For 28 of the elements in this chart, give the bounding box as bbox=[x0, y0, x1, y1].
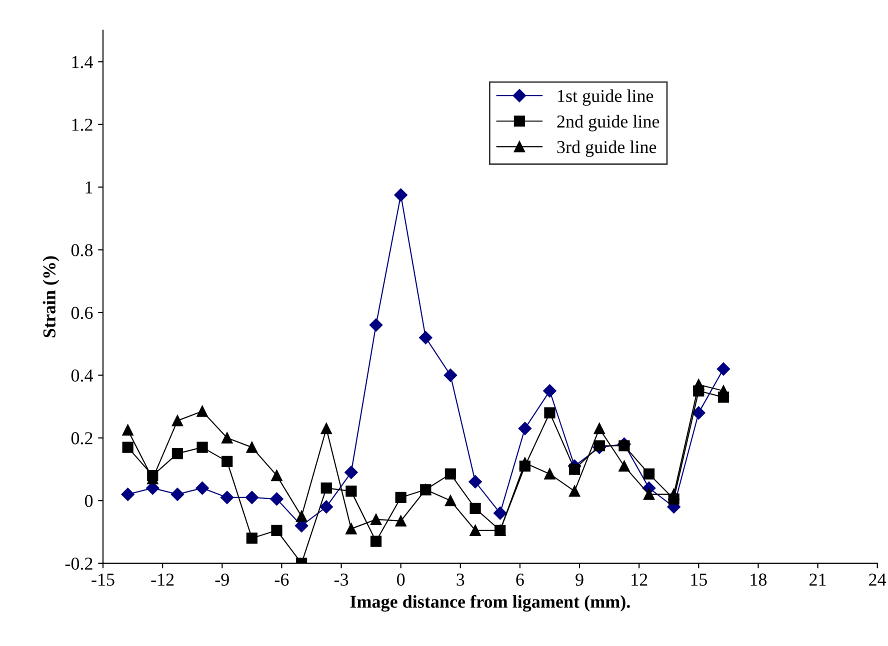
y-tick-label: 0 bbox=[84, 494, 93, 508]
y-axis-title: Strain (%) bbox=[42, 256, 60, 338]
x-tick-label: -6 bbox=[274, 574, 289, 586]
legend-label: 1st guide line bbox=[558, 89, 654, 106]
x-tick-label: 6 bbox=[516, 574, 524, 586]
y-tick-label: -0.2 bbox=[65, 558, 92, 570]
x-axis-title: Image distance from ligament (mm). bbox=[350, 594, 630, 612]
x-tick-label: 18 bbox=[750, 574, 767, 586]
y-tick-label: 0.2 bbox=[71, 432, 92, 444]
legend-label: 2nd guide line bbox=[557, 114, 660, 132]
x-tick-label: -12 bbox=[151, 574, 174, 586]
x-tick-label: 0 bbox=[397, 574, 405, 586]
x-tick-label: 15 bbox=[691, 574, 707, 586]
x-tick-label: -3 bbox=[334, 574, 348, 586]
y-tick-label: 0.4 bbox=[71, 369, 94, 382]
y-tick-label: 1.2 bbox=[72, 118, 92, 131]
x-tick-label: 24 bbox=[869, 574, 886, 586]
y-tick-label: 1.4 bbox=[72, 56, 94, 68]
x-tick-label: 12 bbox=[632, 574, 648, 586]
x-tick-label: -15 bbox=[92, 574, 114, 586]
y-tick-label: 0.8 bbox=[71, 244, 93, 256]
x-tick-label: 9 bbox=[576, 574, 584, 586]
y-tick-label: 1 bbox=[86, 181, 92, 194]
x-tick-label: -9 bbox=[215, 574, 229, 586]
x-tick-label: 21 bbox=[810, 574, 826, 586]
x-tick-label: 3 bbox=[456, 574, 464, 586]
legend-label: 3rd guide line bbox=[557, 140, 656, 157]
y-tick-label: 0.6 bbox=[71, 306, 93, 320]
